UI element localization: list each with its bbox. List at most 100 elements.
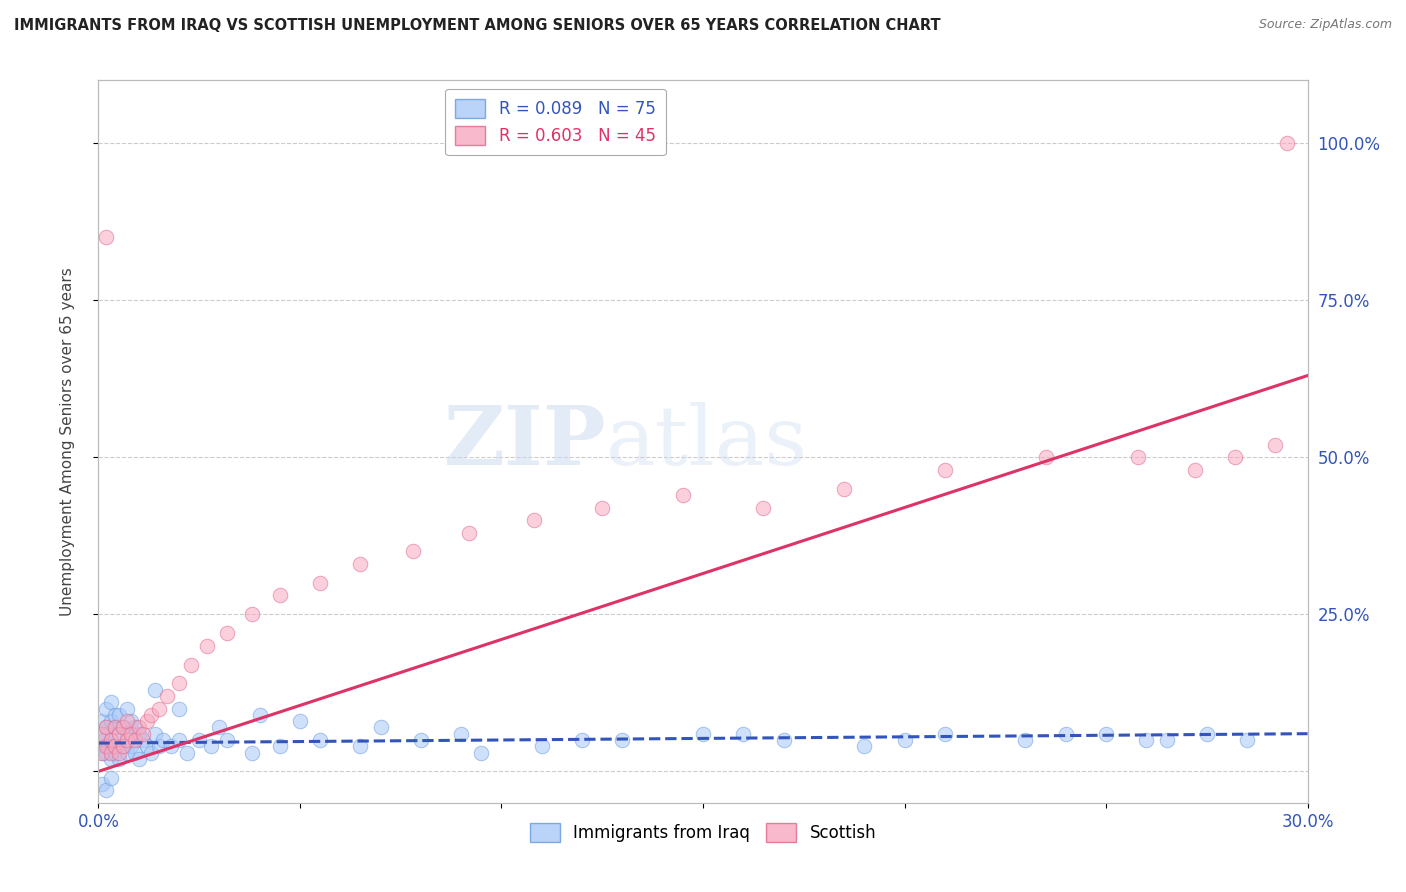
Point <box>217 733 239 747</box>
Point <box>139 746 162 760</box>
Point <box>571 733 593 747</box>
Point <box>1128 450 1150 465</box>
Point <box>934 727 956 741</box>
Point <box>115 701 138 715</box>
Point <box>152 733 174 747</box>
Point <box>128 752 150 766</box>
Point <box>107 727 129 741</box>
Point <box>752 500 775 515</box>
Point <box>115 746 138 760</box>
Point <box>96 746 118 760</box>
Point <box>124 746 146 760</box>
Point <box>132 733 155 747</box>
Point <box>107 707 129 722</box>
Point <box>523 513 546 527</box>
Point <box>612 733 634 747</box>
Point <box>111 720 134 734</box>
Point <box>101 739 124 754</box>
Point <box>115 727 138 741</box>
Point <box>591 500 613 515</box>
Point <box>124 733 146 747</box>
Point <box>143 727 166 741</box>
Point <box>167 701 190 715</box>
Point <box>111 720 134 734</box>
Point <box>100 733 122 747</box>
Point <box>96 230 118 244</box>
Point <box>96 720 118 734</box>
Point <box>100 746 122 760</box>
Point <box>96 739 118 754</box>
Point <box>96 701 118 715</box>
Point <box>120 714 142 728</box>
Point <box>1095 727 1118 741</box>
Point <box>91 727 114 741</box>
Point <box>1184 463 1206 477</box>
Point <box>120 727 142 741</box>
Point <box>349 557 371 571</box>
Point <box>115 714 138 728</box>
Point <box>269 589 291 603</box>
Point <box>1264 438 1286 452</box>
Point <box>100 771 122 785</box>
Point <box>91 746 114 760</box>
Point <box>96 783 118 797</box>
Legend: Immigrants from Iraq, Scottish: Immigrants from Iraq, Scottish <box>523 816 883 848</box>
Point <box>269 739 291 754</box>
Point <box>450 727 472 741</box>
Point <box>1223 450 1246 465</box>
Point <box>1277 136 1299 150</box>
Point <box>1156 733 1178 747</box>
Point <box>530 739 553 754</box>
Point <box>89 739 111 754</box>
Text: Source: ZipAtlas.com: Source: ZipAtlas.com <box>1258 18 1392 31</box>
Point <box>200 739 222 754</box>
Point <box>107 727 129 741</box>
Point <box>733 727 755 741</box>
Y-axis label: Unemployment Among Seniors over 65 years: Unemployment Among Seniors over 65 years <box>60 268 75 615</box>
Point <box>167 676 190 690</box>
Point <box>103 739 125 754</box>
Point <box>1035 450 1057 465</box>
Point <box>180 657 202 672</box>
Point <box>148 739 170 754</box>
Point <box>128 727 150 741</box>
Point <box>97 739 120 754</box>
Text: atlas: atlas <box>606 401 808 482</box>
Point <box>167 733 190 747</box>
Point <box>934 463 956 477</box>
Point <box>115 733 138 747</box>
Point <box>409 733 432 747</box>
Point <box>124 720 146 734</box>
Point <box>148 701 170 715</box>
Point <box>370 720 392 734</box>
Point <box>135 739 157 754</box>
Point <box>1014 733 1036 747</box>
Point <box>309 575 332 590</box>
Point <box>103 720 125 734</box>
Point <box>470 746 492 760</box>
Point <box>1195 727 1218 741</box>
Point <box>349 739 371 754</box>
Point <box>249 707 271 722</box>
Point <box>832 482 855 496</box>
Point <box>1054 727 1077 741</box>
Point <box>103 746 125 760</box>
Point <box>91 727 114 741</box>
Point <box>217 626 239 640</box>
Point <box>208 720 231 734</box>
Point <box>107 746 129 760</box>
Point <box>128 720 150 734</box>
Point <box>100 752 122 766</box>
Point <box>93 733 115 747</box>
Point <box>111 739 134 754</box>
Point <box>240 746 263 760</box>
Point <box>772 733 794 747</box>
Point <box>135 714 157 728</box>
Point <box>240 607 263 622</box>
Point <box>107 752 129 766</box>
Point <box>160 739 183 754</box>
Point <box>91 714 114 728</box>
Point <box>156 689 179 703</box>
Point <box>132 727 155 741</box>
Text: ZIP: ZIP <box>444 401 606 482</box>
